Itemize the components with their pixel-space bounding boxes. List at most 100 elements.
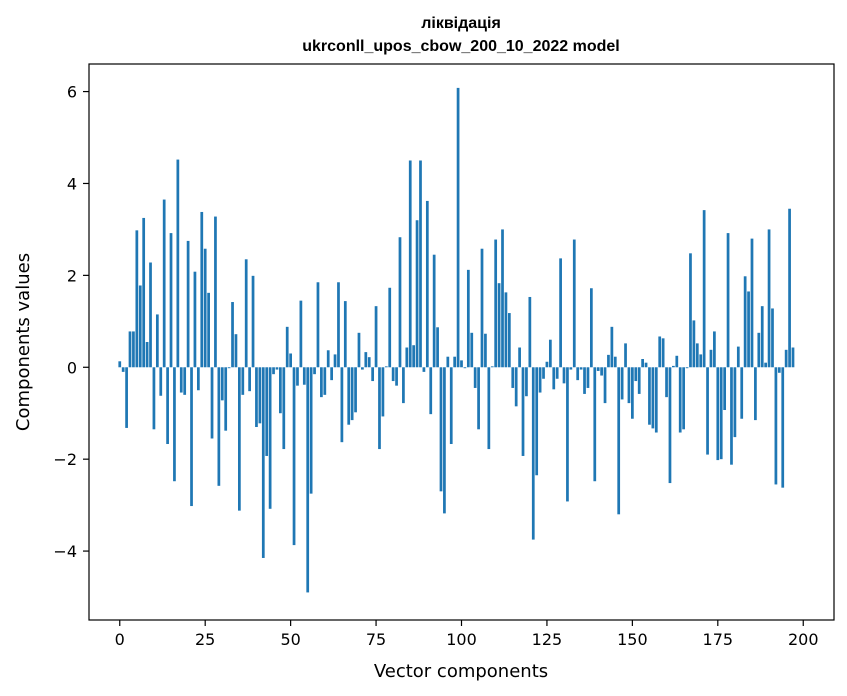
bar-183	[743, 276, 747, 368]
bar-113	[504, 292, 508, 368]
bar-182	[740, 367, 744, 419]
bar-160	[665, 367, 668, 398]
bar-144	[610, 326, 614, 368]
bar-117	[518, 347, 521, 368]
bar-1	[121, 367, 125, 372]
bar-102	[466, 269, 470, 368]
bar-94	[439, 367, 443, 492]
bar-55	[306, 367, 310, 593]
bar-149	[627, 367, 631, 404]
bar-33	[231, 302, 234, 368]
bar-193	[777, 367, 781, 373]
bar-7	[142, 217, 146, 368]
bar-46	[275, 367, 279, 370]
bar-100	[460, 360, 463, 368]
bar-125	[545, 361, 549, 368]
bar-64	[337, 282, 340, 368]
bar-159	[661, 338, 665, 368]
bar-191	[771, 308, 774, 368]
bar-19	[183, 367, 187, 395]
bar-25	[203, 248, 207, 368]
bar-79	[388, 287, 392, 368]
bar-123	[538, 367, 542, 393]
bar-74	[371, 367, 375, 382]
y-tick-label: 2	[67, 266, 77, 285]
bar-114	[507, 313, 511, 368]
bar-52	[296, 367, 299, 386]
bar-110	[494, 239, 498, 368]
bar-84	[405, 347, 409, 368]
bar-185	[750, 238, 754, 368]
bar-164	[678, 367, 682, 433]
bar-80	[391, 367, 395, 382]
bar-119	[525, 367, 528, 397]
y-axis-ticks: −4 −2 0 2 4 6	[53, 83, 89, 561]
bar-137	[586, 367, 590, 388]
bar-20	[186, 240, 190, 368]
bar-186	[754, 367, 757, 421]
bar-157	[654, 367, 658, 433]
x-tick-label: 125	[532, 630, 563, 649]
bar-145	[613, 356, 617, 368]
bar-90	[425, 200, 429, 368]
bar-87	[415, 220, 419, 368]
bar-60	[323, 367, 327, 395]
bar-105	[477, 367, 480, 430]
bar-18	[179, 367, 183, 393]
bar-109	[490, 366, 494, 368]
bar-45	[272, 367, 275, 375]
bar-56	[309, 367, 313, 494]
bar-147	[620, 367, 624, 400]
bar-97	[449, 367, 453, 445]
bars-group	[118, 87, 795, 593]
bar-10	[152, 367, 156, 430]
bar-156	[651, 367, 655, 429]
bar-134	[576, 367, 580, 381]
bar-175	[716, 367, 720, 461]
bar-22	[193, 271, 197, 368]
bar-24	[200, 211, 204, 368]
bar-2	[125, 367, 128, 428]
bar-180	[733, 367, 737, 438]
bar-197	[791, 347, 795, 368]
bar-158	[658, 336, 662, 368]
bar-165	[682, 367, 685, 430]
bar-91	[429, 367, 433, 415]
bar-4	[132, 331, 135, 368]
bar-120	[528, 296, 532, 368]
bar-0	[118, 361, 122, 368]
bar-192	[774, 367, 778, 485]
bar-92	[432, 254, 436, 368]
bar-108	[487, 367, 491, 450]
bar-21	[190, 367, 193, 507]
bar-35	[238, 367, 241, 511]
bar-118	[521, 367, 525, 456]
bar-155	[648, 367, 651, 425]
bar-8	[145, 342, 149, 368]
bar-13	[162, 199, 166, 368]
bar-63	[333, 354, 337, 368]
bar-190	[767, 229, 771, 368]
bar-161	[668, 367, 672, 484]
bar-62	[330, 367, 334, 381]
bar-176	[719, 367, 723, 460]
bar-188	[760, 306, 764, 368]
bar-177	[723, 367, 727, 411]
bar-106	[480, 248, 484, 368]
x-tick-label: 25	[195, 630, 215, 649]
bar-131	[566, 367, 569, 502]
bar-53	[299, 300, 303, 368]
bar-116	[514, 367, 518, 407]
bar-29	[217, 367, 221, 486]
bar-127	[552, 367, 556, 390]
bar-194	[781, 367, 785, 488]
bar-27	[210, 367, 214, 439]
bar-172	[706, 367, 709, 455]
bar-65	[340, 367, 344, 443]
bar-174	[713, 331, 716, 368]
bar-178	[726, 233, 730, 368]
bar-78	[384, 366, 388, 368]
bar-37	[244, 259, 248, 368]
bar-28	[214, 216, 217, 368]
bar-130	[562, 367, 566, 384]
